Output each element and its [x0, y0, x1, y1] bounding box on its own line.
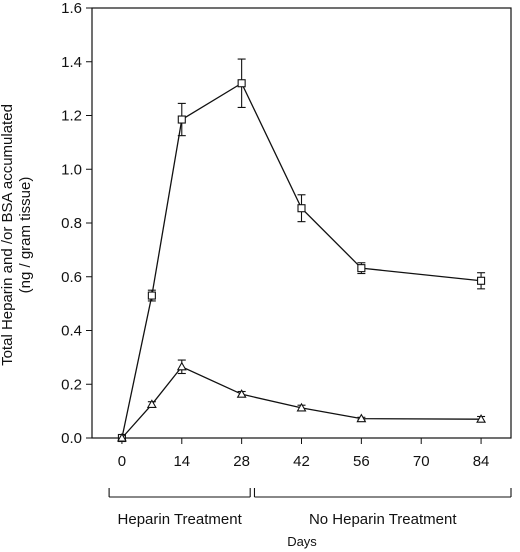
data-point-triangle — [116, 432, 127, 442]
data-point-square — [237, 79, 246, 88]
x-axis-title: Days — [287, 534, 317, 549]
data-point-triangle — [146, 399, 157, 408]
x-tick-label: 84 — [473, 453, 490, 470]
data-point-square — [297, 204, 306, 213]
plot-frame — [91, 7, 512, 439]
data-point-triangle — [296, 402, 307, 412]
data-point-square — [177, 115, 186, 124]
data-point-triangle — [176, 361, 187, 371]
x-tick-label: 28 — [233, 453, 250, 470]
x-tick-label: 56 — [353, 453, 370, 470]
x-tick-label: 42 — [293, 453, 310, 470]
x-tick-label: 70 — [413, 453, 430, 470]
y-tick-label: 0.4 — [61, 323, 82, 340]
y-tick-label: 1.2 — [61, 108, 82, 125]
series-triangle — [116, 359, 487, 442]
y-tick-label: 0.2 — [61, 376, 82, 393]
y-tick-label: 0.0 — [61, 430, 82, 447]
x-tick-label: 14 — [173, 453, 190, 470]
series-line — [121, 365, 482, 439]
x-tick-label: 0 — [118, 453, 126, 470]
series-square — [117, 58, 486, 443]
y-axis-ticks: 0.0 0.2 0.4 0.6 0.8 1.0 1.2 1.4 1.6 — [61, 0, 92, 447]
data-point-triangle — [236, 389, 247, 398]
y-axis-title: Total Heparin and /or BSA accumulated — [0, 104, 16, 366]
data-point-triangle — [476, 414, 487, 423]
y-tick-label: 0.6 — [61, 269, 82, 286]
plot-border — [91, 7, 512, 439]
y-tick-label: 1.6 — [61, 0, 82, 17]
series-layer — [116, 58, 487, 443]
x-axis-ticks: 0 14 28 42 56 70 84 — [118, 438, 490, 470]
period-label: Heparin Treatment — [118, 511, 243, 528]
period-label: No Heparin Treatment — [309, 511, 457, 528]
data-point-triangle — [356, 413, 367, 423]
data-point-square — [357, 264, 366, 273]
data-point-square — [477, 276, 486, 285]
treatment-periods: Heparin Treatment No Heparin Treatment — [108, 488, 512, 528]
data-point-square — [147, 291, 156, 300]
y-axis-subtitle: (ng / gram tissue) — [17, 177, 34, 294]
y-tick-label: 0.8 — [61, 215, 82, 232]
series-line — [121, 82, 482, 439]
y-tick-label: 1.4 — [61, 54, 82, 71]
y-tick-label: 1.0 — [61, 161, 82, 178]
